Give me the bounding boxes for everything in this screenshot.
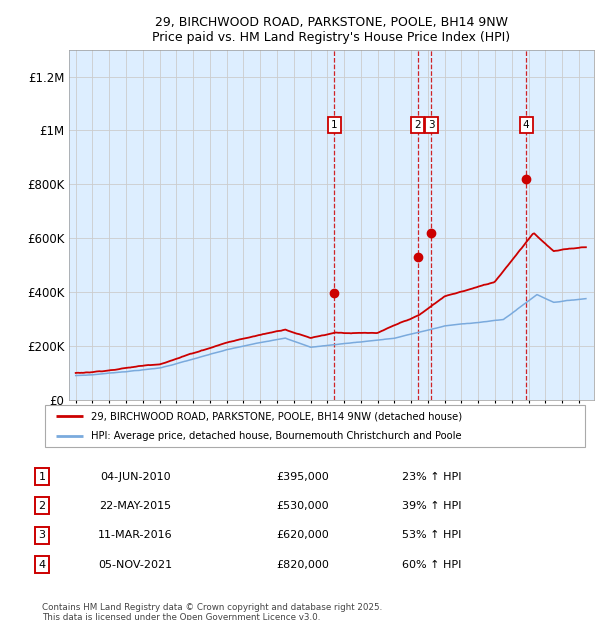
Text: £395,000: £395,000 bbox=[277, 472, 329, 482]
Text: 39% ↑ HPI: 39% ↑ HPI bbox=[401, 501, 461, 511]
Text: Contains HM Land Registry data © Crown copyright and database right 2025.
This d: Contains HM Land Registry data © Crown c… bbox=[42, 603, 382, 620]
Text: 3: 3 bbox=[38, 530, 46, 540]
Text: 53% ↑ HPI: 53% ↑ HPI bbox=[401, 530, 461, 540]
Text: 04-JUN-2010: 04-JUN-2010 bbox=[100, 472, 171, 482]
Text: 4: 4 bbox=[523, 120, 529, 130]
Text: £530,000: £530,000 bbox=[277, 501, 329, 511]
Text: 1: 1 bbox=[38, 472, 46, 482]
Text: 2: 2 bbox=[38, 501, 46, 511]
Title: 29, BIRCHWOOD ROAD, PARKSTONE, POOLE, BH14 9NW
Price paid vs. HM Land Registry's: 29, BIRCHWOOD ROAD, PARKSTONE, POOLE, BH… bbox=[152, 16, 511, 44]
Text: 05-NOV-2021: 05-NOV-2021 bbox=[98, 560, 173, 570]
Text: 29, BIRCHWOOD ROAD, PARKSTONE, POOLE, BH14 9NW (detached house): 29, BIRCHWOOD ROAD, PARKSTONE, POOLE, BH… bbox=[91, 411, 462, 421]
Text: 2: 2 bbox=[415, 120, 421, 130]
Text: 11-MAR-2016: 11-MAR-2016 bbox=[98, 530, 173, 540]
Text: HPI: Average price, detached house, Bournemouth Christchurch and Poole: HPI: Average price, detached house, Bour… bbox=[91, 432, 462, 441]
Text: 1: 1 bbox=[331, 120, 338, 130]
Text: £820,000: £820,000 bbox=[277, 560, 329, 570]
Text: 60% ↑ HPI: 60% ↑ HPI bbox=[401, 560, 461, 570]
Text: £620,000: £620,000 bbox=[277, 530, 329, 540]
FancyBboxPatch shape bbox=[45, 405, 585, 447]
Text: 22-MAY-2015: 22-MAY-2015 bbox=[100, 501, 172, 511]
Text: 4: 4 bbox=[38, 560, 46, 570]
Text: 23% ↑ HPI: 23% ↑ HPI bbox=[401, 472, 461, 482]
Text: 3: 3 bbox=[428, 120, 434, 130]
